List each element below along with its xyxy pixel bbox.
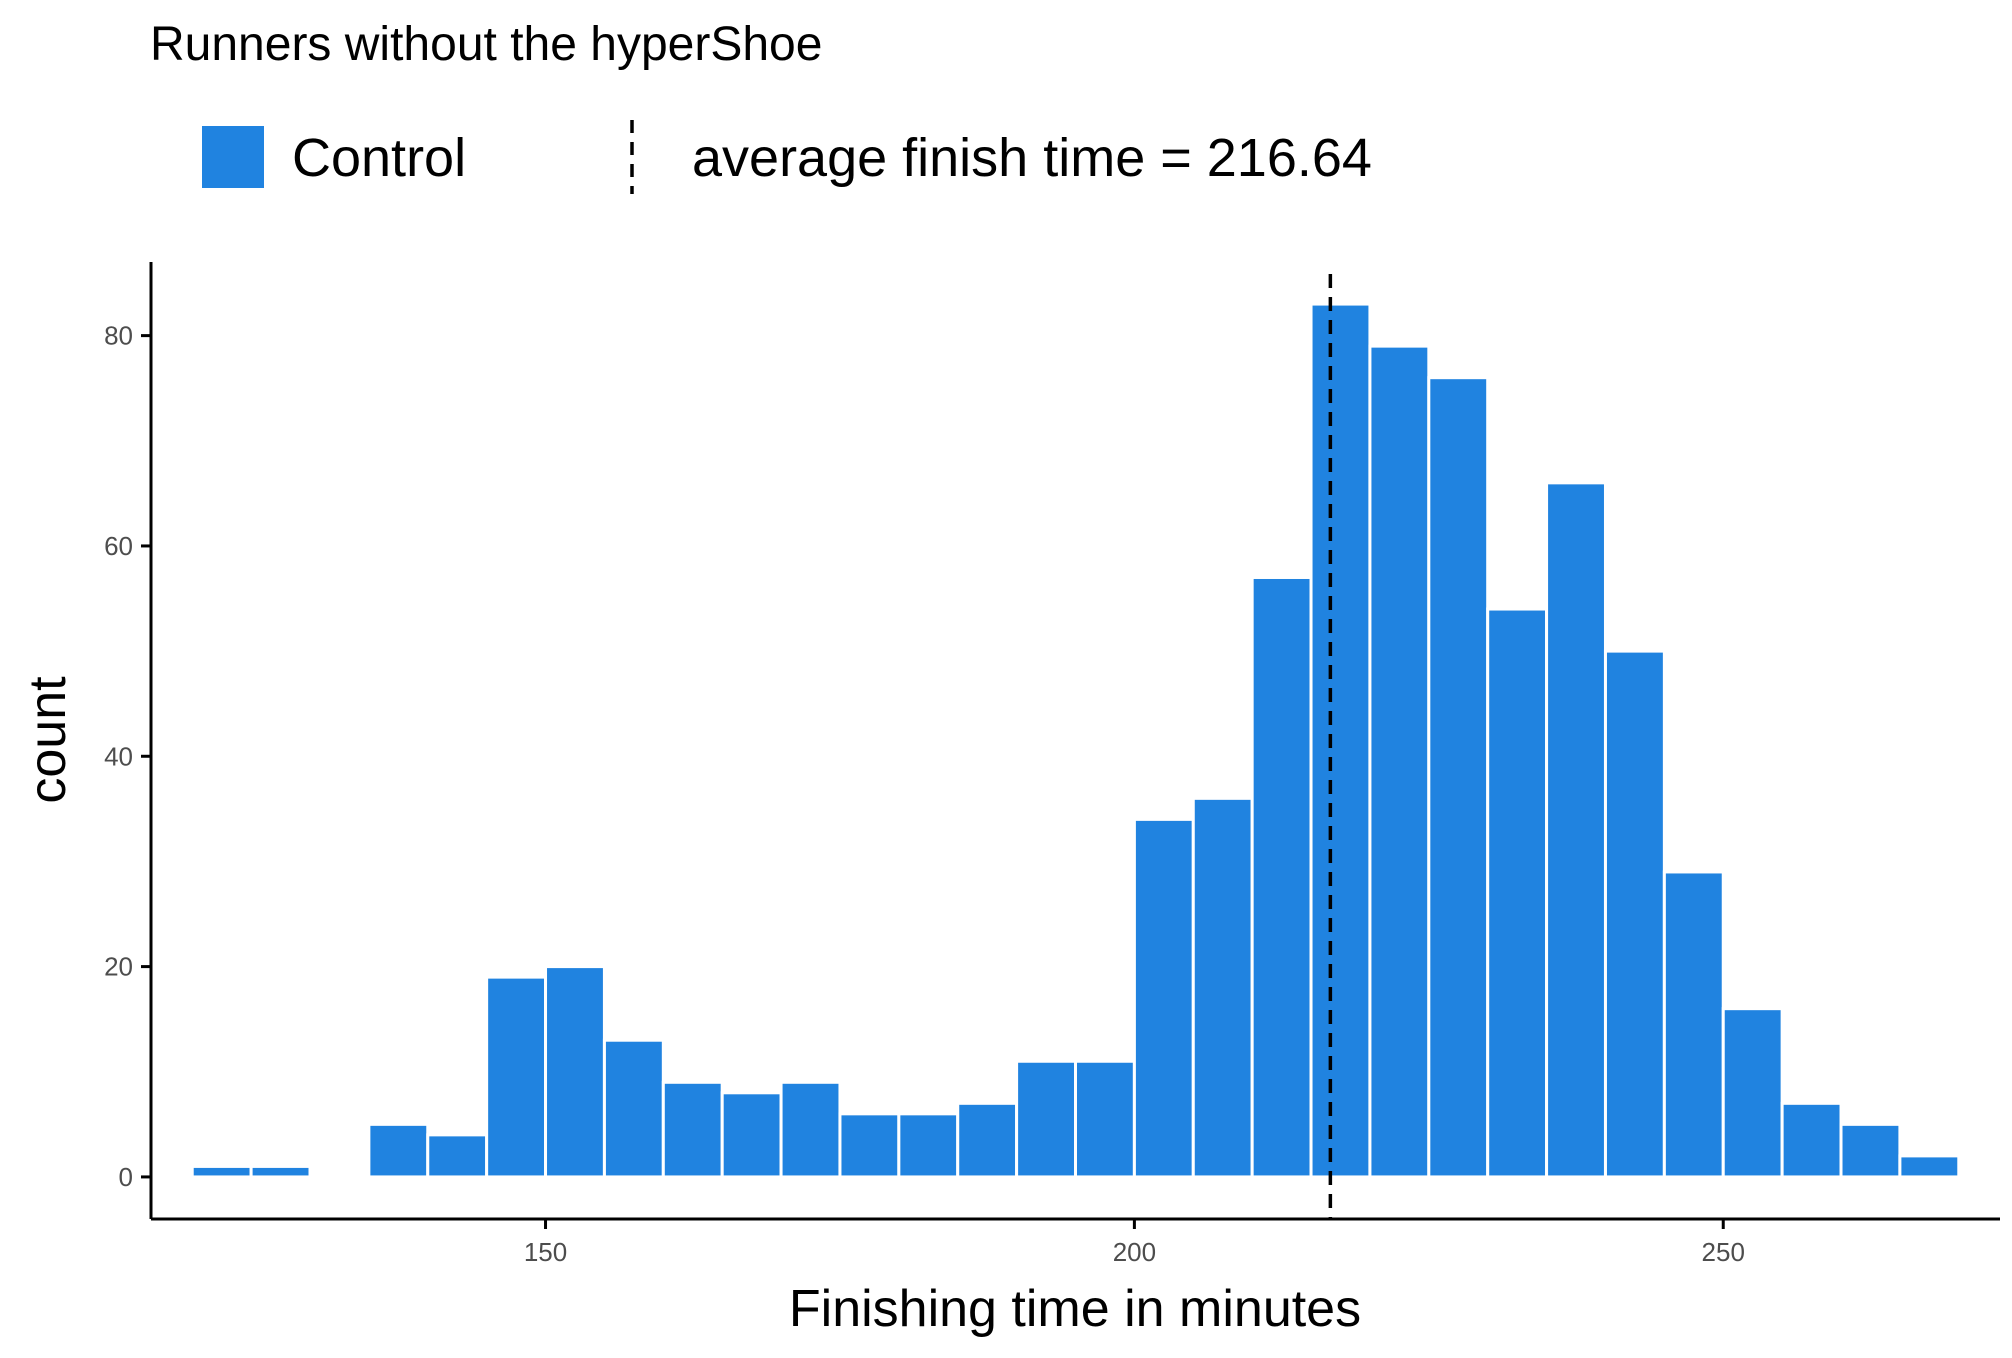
histogram-bar [249,1164,312,1179]
x-axis-title: Finishing time in minutes [789,1280,1361,1338]
histogram-bar [1191,796,1254,1179]
histogram-bar [838,1112,901,1179]
histogram-bar [1427,376,1490,1179]
y-axis-title: count [19,676,77,804]
histogram-bar [190,1164,253,1179]
histogram-bar [1486,607,1549,1179]
histogram-bar [1721,1007,1784,1179]
legend-swatch-control [202,126,264,188]
y-tick-label: 0 [119,1162,133,1192]
legend: Control average finish time = 216.64 [202,120,1372,194]
histogram-bar [779,1080,842,1179]
histogram-bar [1309,302,1372,1179]
histogram-bar [956,1101,1019,1179]
histogram-bar [367,1122,430,1179]
x-tick-label: 250 [1702,1237,1745,1267]
histogram-bar [426,1133,489,1179]
histogram-bar [1603,649,1666,1179]
histogram-bar [1250,575,1313,1179]
axes: 0 20 40 60 80 150 200 250 [104,262,2000,1267]
histogram-bar [1132,817,1195,1179]
y-tick-label: 40 [104,741,133,771]
histogram-bar [602,1038,665,1179]
y-tick-label: 20 [104,952,133,982]
histogram-bar [1780,1101,1843,1179]
x-tick-label: 150 [524,1237,567,1267]
histogram-bar [897,1112,960,1179]
histogram-bar [544,965,606,1179]
histogram-bar [1015,1059,1077,1179]
histogram-bar [1368,344,1431,1179]
histogram-bar [1662,870,1725,1179]
legend-label-control: Control [292,128,466,188]
y-tick-label: 60 [104,531,133,561]
bars-group [190,302,1961,1179]
histogram-bar [1074,1059,1136,1179]
histogram-bar [1898,1154,1961,1179]
x-tick-label: 200 [1113,1237,1156,1267]
histogram-bar [1545,481,1607,1179]
histogram-bar [720,1091,783,1179]
x-ticks: 150 200 250 [524,1219,1745,1267]
chart-title: Runners without the hyperShoe [150,18,822,71]
legend-label-average: average finish time = 216.64 [692,128,1372,188]
y-ticks: 0 20 40 60 80 [104,321,151,1192]
histogram-bar [485,975,548,1179]
histogram-bar [1839,1122,1902,1179]
histogram-bar [661,1080,724,1179]
y-tick-label: 80 [104,321,133,351]
